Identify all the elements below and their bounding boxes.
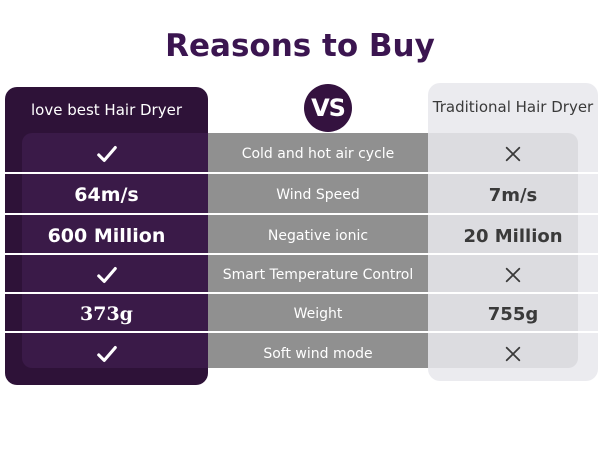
row-divider xyxy=(5,213,598,215)
feature-label: Weight xyxy=(293,306,343,322)
row-divider xyxy=(5,331,598,333)
right-value: 7m/s xyxy=(488,184,538,206)
comparison-row: 64m/s Wind Speed 7m/s xyxy=(0,176,600,214)
checkmark-icon xyxy=(96,146,117,162)
right-value xyxy=(428,135,598,173)
x-icon xyxy=(505,267,521,283)
left-value xyxy=(5,335,208,373)
right-column-header: Traditional Hair Dryer xyxy=(432,98,594,116)
feature-label: Soft wind mode xyxy=(263,346,373,362)
feature-label: Wind Speed xyxy=(276,187,360,203)
comparison-row: Cold and hot air cycle xyxy=(0,135,600,173)
vs-badge: VS xyxy=(304,84,352,132)
feature-label: Smart Temperature Control xyxy=(222,267,414,283)
left-value xyxy=(5,256,208,294)
page-title: Reasons to Buy xyxy=(165,28,435,64)
comparison-row: Soft wind mode xyxy=(0,335,600,373)
x-icon xyxy=(505,346,521,362)
right-value: 755g xyxy=(487,303,539,325)
left-value: 373g xyxy=(80,303,133,325)
row-divider xyxy=(5,172,598,174)
checkmark-icon xyxy=(96,267,117,283)
checkmark-icon xyxy=(96,346,117,362)
right-value xyxy=(428,256,598,294)
left-value xyxy=(5,135,208,173)
comparison-row: 600 Million Negative ionic 20 Million xyxy=(0,217,600,255)
row-divider xyxy=(5,292,598,294)
left-value: 64m/s xyxy=(74,184,139,206)
feature-label: Cold and hot air cycle xyxy=(241,146,395,162)
comparison-row: 373g Weight 755g xyxy=(0,295,600,333)
x-icon xyxy=(505,146,521,162)
left-column-header: love best Hair Dryer xyxy=(31,101,182,119)
comparison-row: Smart Temperature Control xyxy=(0,256,600,294)
right-value xyxy=(428,335,598,373)
left-value: 600 Million xyxy=(47,225,166,247)
row-divider xyxy=(5,253,598,255)
right-value: 20 Million xyxy=(463,225,563,247)
feature-label: Negative ionic xyxy=(267,228,369,244)
